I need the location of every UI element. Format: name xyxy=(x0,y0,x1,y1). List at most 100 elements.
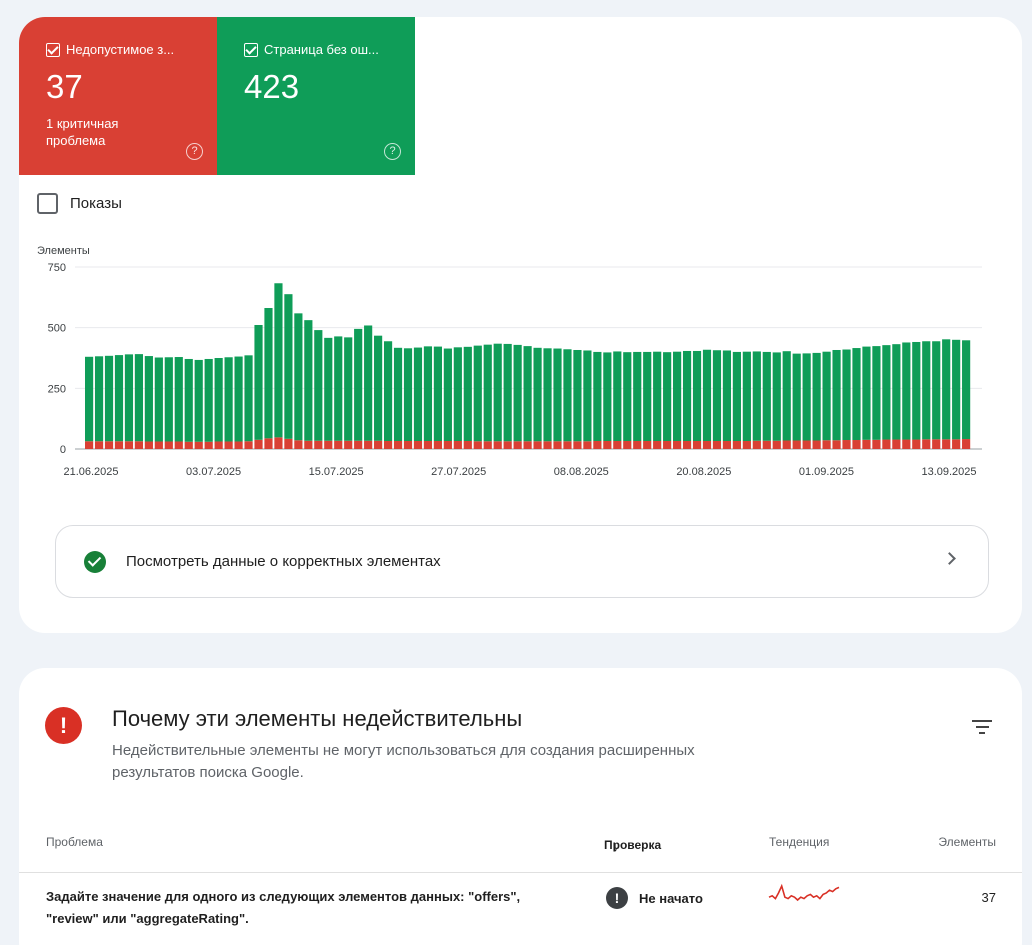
bar-valid xyxy=(533,347,542,442)
column-header-problem[interactable]: Проблема xyxy=(46,835,103,849)
bar-invalid xyxy=(234,441,243,449)
tile-valid-header[interactable]: Страница без ош... xyxy=(244,42,394,57)
bar-valid xyxy=(712,350,722,441)
bar-valid xyxy=(234,356,243,442)
bar-valid xyxy=(85,356,94,442)
bar-valid xyxy=(613,351,622,441)
bar-invalid xyxy=(144,441,153,449)
tile-invalid-header[interactable]: Недопустимое з... xyxy=(46,42,196,57)
bar-invalid xyxy=(673,440,682,449)
bar-invalid xyxy=(104,441,114,449)
bar-invalid xyxy=(334,440,343,449)
bar-invalid xyxy=(463,440,472,449)
bar-invalid xyxy=(124,441,134,449)
bar-invalid xyxy=(702,440,712,449)
bar-valid xyxy=(902,342,911,440)
view-valid-items-label: Посмотреть данные о корректных элементах xyxy=(126,553,441,570)
bar-invalid xyxy=(374,440,383,449)
help-icon[interactable]: ? xyxy=(384,143,401,160)
bar-invalid xyxy=(423,440,433,449)
bar-invalid xyxy=(493,441,502,449)
bar-invalid xyxy=(653,440,662,449)
view-valid-items-link[interactable]: Посмотреть данные о корректных элементах xyxy=(55,525,989,598)
bar-invalid xyxy=(623,440,632,449)
bar-invalid xyxy=(752,440,761,449)
bar-invalid xyxy=(573,441,582,449)
tile-invalid-label: Недопустимое з... xyxy=(66,42,175,57)
bar-invalid xyxy=(962,439,971,449)
chevron-right-icon xyxy=(943,552,956,565)
filter-icon[interactable] xyxy=(972,720,992,734)
bar-valid xyxy=(682,350,692,441)
bar-invalid xyxy=(473,441,482,449)
column-header-trend[interactable]: Тенденция xyxy=(769,835,830,849)
bar-invalid xyxy=(603,440,612,449)
trend-line xyxy=(768,883,840,902)
bar-invalid xyxy=(782,440,791,449)
bar-invalid xyxy=(692,440,702,449)
arrow-down-icon: ↓ xyxy=(612,838,619,854)
bar-valid xyxy=(493,343,502,442)
checkbox-checked-icon[interactable] xyxy=(46,42,60,57)
bar-valid xyxy=(383,341,393,441)
bar-invalid xyxy=(324,440,333,449)
bar-invalid xyxy=(912,439,921,449)
bar-invalid xyxy=(663,440,672,449)
bar-invalid xyxy=(922,439,931,449)
bar-valid xyxy=(762,351,771,441)
bar-valid xyxy=(134,354,144,442)
bar-invalid xyxy=(204,441,213,449)
bar-invalid xyxy=(214,441,223,449)
bar-valid xyxy=(603,352,612,441)
bar-valid xyxy=(473,345,482,442)
bar-invalid xyxy=(154,441,163,449)
bar-invalid xyxy=(483,441,492,449)
bar-invalid xyxy=(513,441,522,449)
checkbox-unchecked-icon[interactable] xyxy=(37,193,58,214)
bar-invalid xyxy=(583,441,592,449)
bar-valid xyxy=(573,349,582,442)
bar-invalid xyxy=(354,440,363,449)
table-header: Проблема Проверка ↓ Тенденция Элементы xyxy=(19,832,1022,873)
bar-invalid xyxy=(383,440,393,449)
bar-valid xyxy=(732,351,741,441)
bar-invalid xyxy=(593,440,602,449)
bar-valid xyxy=(374,335,383,441)
bar-invalid xyxy=(85,441,94,449)
tile-valid[interactable]: Страница без ош... 423 ? xyxy=(217,17,415,175)
bar-invalid xyxy=(952,439,961,449)
x-tick-label: 01.09.2025 xyxy=(799,466,854,478)
bar-invalid xyxy=(164,441,173,449)
impressions-toggle[interactable]: Показы xyxy=(37,193,122,214)
bar-invalid xyxy=(194,441,203,449)
table-row[interactable]: Задайте значение для одного из следующих… xyxy=(19,874,1022,944)
y-tick-label: 0 xyxy=(60,444,66,456)
exclamation-icon: ! xyxy=(606,887,628,909)
bar-invalid xyxy=(932,439,941,449)
bar-valid xyxy=(154,357,163,442)
help-icon[interactable]: ? xyxy=(186,143,203,160)
bar-invalid xyxy=(563,441,572,449)
status-card: Недопустимое з... 37 1 критичная проблем… xyxy=(19,17,1022,633)
bar-valid xyxy=(692,350,702,441)
items-chart[interactable]: Элементы 0 250 500 750 21.06.2025 03.07.2025 15… xyxy=(19,237,1009,507)
bar-valid xyxy=(912,341,921,440)
y-tick-label: 500 xyxy=(48,323,66,335)
column-header-count[interactable]: Элементы xyxy=(938,835,996,849)
x-tick-label: 20.08.2025 xyxy=(676,466,731,478)
bar-valid xyxy=(114,355,124,442)
bar-valid xyxy=(144,356,153,442)
bar-invalid xyxy=(553,441,562,449)
checkbox-checked-icon[interactable] xyxy=(244,42,258,57)
bar-invalid xyxy=(862,439,871,449)
bar-valid xyxy=(663,352,672,441)
bar-invalid xyxy=(134,441,144,449)
bar-invalid xyxy=(314,440,323,449)
tile-invalid[interactable]: Недопустимое з... 37 1 критичная проблем… xyxy=(19,17,217,175)
bar-valid xyxy=(393,347,403,441)
bar-invalid xyxy=(732,440,741,449)
bar-valid xyxy=(503,343,512,442)
bar-valid xyxy=(513,344,522,442)
bar-valid xyxy=(104,355,114,442)
bar-invalid xyxy=(393,440,403,449)
